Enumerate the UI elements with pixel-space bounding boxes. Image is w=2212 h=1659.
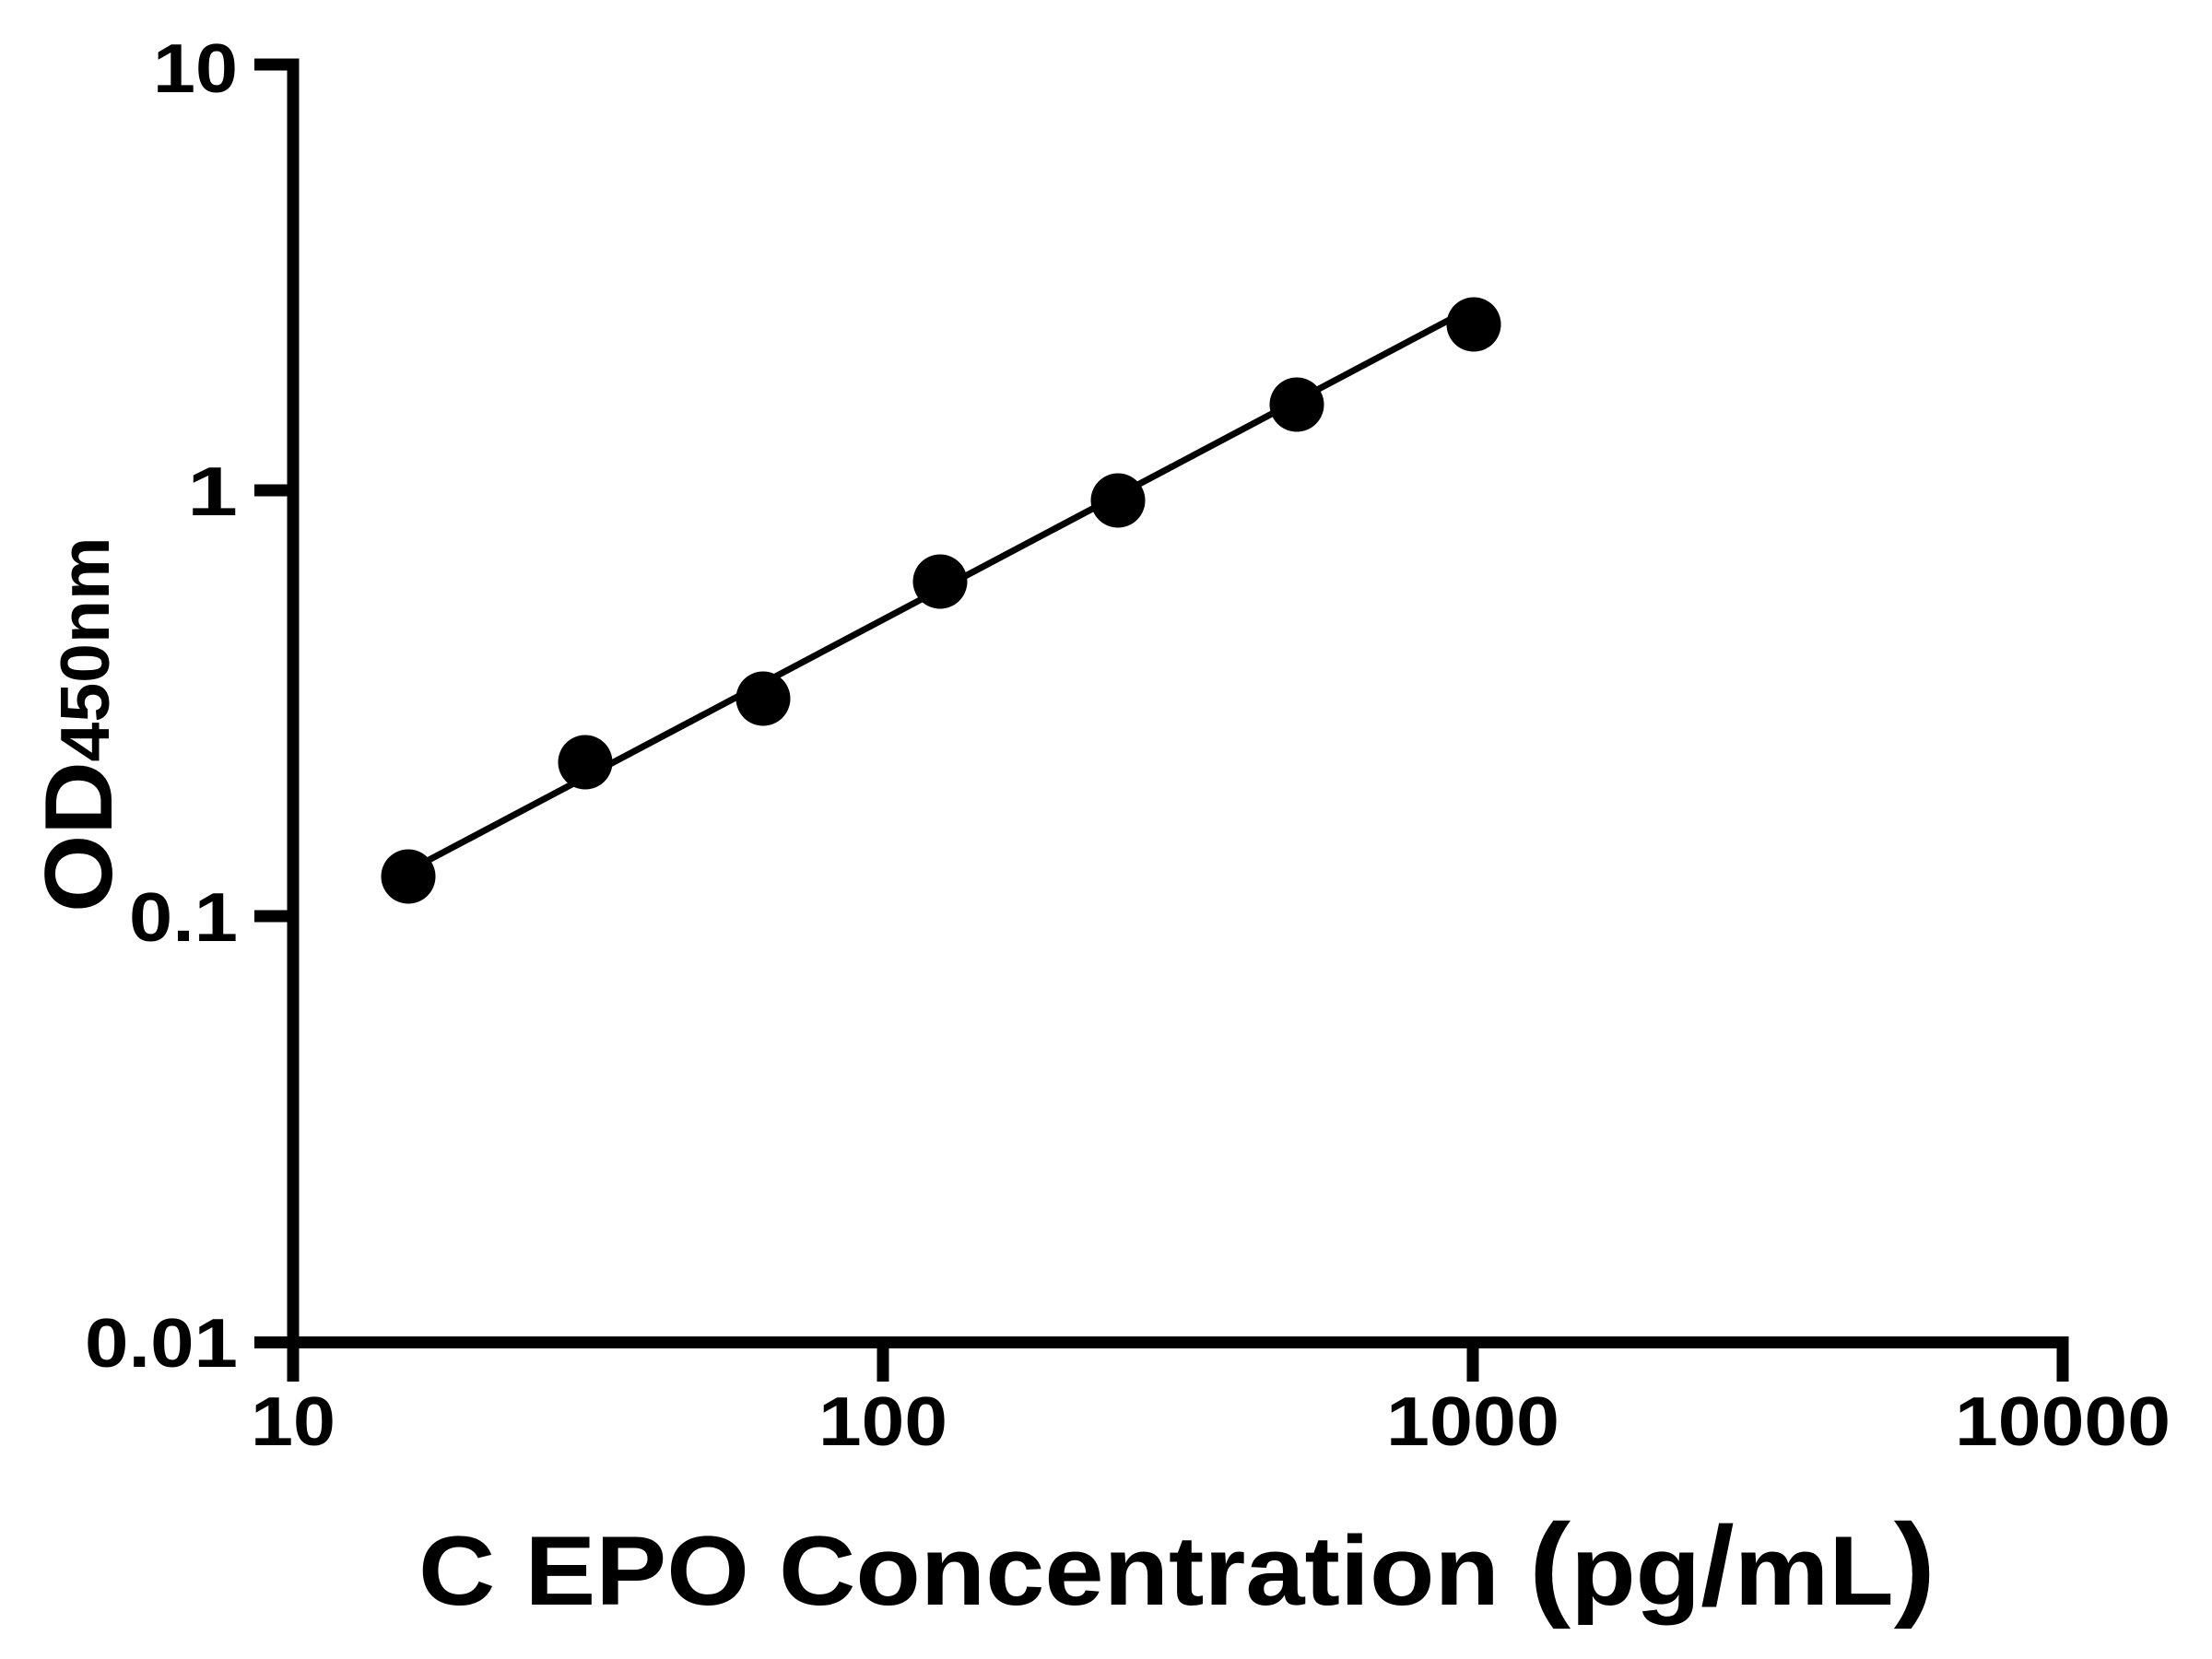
svg-text:1: 1 (187, 453, 238, 530)
svg-text:C EPO Concentration (pg/mL): C EPO Concentration (pg/mL) (418, 1500, 1936, 1630)
svg-text:0.1: 0.1 (129, 878, 238, 956)
svg-text:10: 10 (251, 1382, 335, 1460)
svg-text:450nm: 450nm (46, 537, 124, 762)
svg-text:D: D (26, 761, 133, 835)
svg-text:100: 100 (818, 1382, 947, 1460)
svg-text:10: 10 (153, 29, 238, 107)
svg-text:1000: 1000 (1386, 1382, 1559, 1460)
svg-text:0.01: 0.01 (85, 1304, 238, 1382)
svg-text:10000: 10000 (1955, 1382, 2171, 1460)
svg-text:O: O (26, 835, 133, 913)
